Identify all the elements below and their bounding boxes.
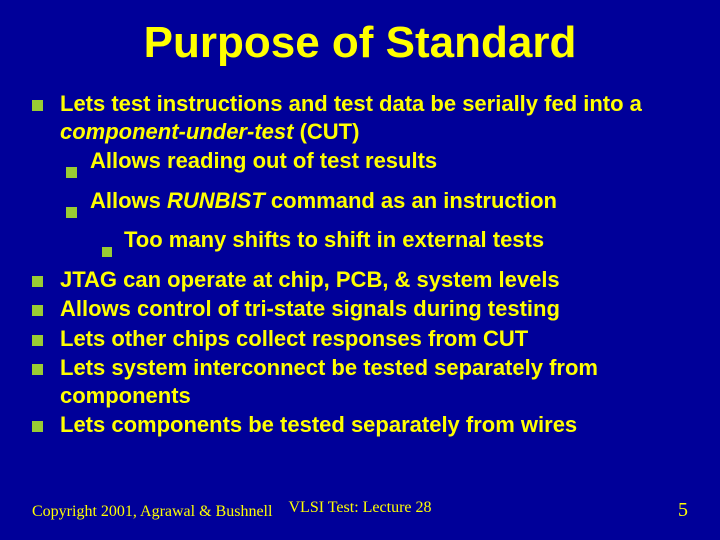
bullet-text: Lets system interconnect be tested separ… bbox=[60, 354, 688, 409]
bullet-text: Lets other chips collect responses from … bbox=[60, 325, 688, 353]
bullet-item: Lets system interconnect be tested separ… bbox=[32, 354, 688, 409]
square-bullet-icon bbox=[66, 197, 80, 225]
bullet-item: Allows reading out of test results bbox=[66, 147, 688, 185]
text-run-italic: component-under-test bbox=[60, 119, 293, 144]
footer: Copyright 2001, Agrawal & Bushnell VLSI … bbox=[32, 499, 688, 522]
square-bullet-icon bbox=[32, 276, 46, 287]
bullet-text: Too many shifts to shift in external tes… bbox=[124, 226, 688, 254]
bullet-item: Lets test instructions and test data be … bbox=[32, 90, 688, 145]
square-bullet-icon bbox=[102, 236, 114, 264]
footer-center: VLSI Test: Lecture 28 bbox=[32, 499, 688, 517]
bullet-text: Lets components be tested separately fro… bbox=[60, 411, 688, 439]
slide-title: Purpose of Standard bbox=[32, 18, 688, 68]
bullet-item: JTAG can operate at chip, PCB, & system … bbox=[32, 266, 688, 294]
text-run: command as an instruction bbox=[265, 188, 557, 213]
square-bullet-icon bbox=[32, 335, 46, 346]
square-bullet-icon bbox=[32, 421, 46, 432]
text-run: (CUT) bbox=[293, 119, 359, 144]
bullet-item: Too many shifts to shift in external tes… bbox=[102, 226, 688, 264]
bullet-text: Lets test instructions and test data be … bbox=[60, 90, 688, 145]
bullet-item: Allows RUNBIST command as an instruction bbox=[66, 187, 688, 225]
bullet-text: Allows reading out of test results bbox=[90, 147, 688, 175]
bullet-text: JTAG can operate at chip, PCB, & system … bbox=[60, 266, 688, 294]
bullet-text: Allows RUNBIST command as an instruction bbox=[90, 187, 688, 215]
text-run: Allows bbox=[90, 188, 167, 213]
bullet-text: Allows control of tri-state signals duri… bbox=[60, 295, 688, 323]
text-run-italic: RUNBIST bbox=[167, 188, 265, 213]
slide: Purpose of Standard Lets test instructio… bbox=[0, 0, 720, 540]
bullet-item: Allows control of tri-state signals duri… bbox=[32, 295, 688, 323]
square-bullet-icon bbox=[66, 157, 80, 185]
bullet-item: Lets components be tested separately fro… bbox=[32, 411, 688, 439]
square-bullet-icon bbox=[32, 100, 46, 111]
slide-content: Lets test instructions and test data be … bbox=[32, 90, 688, 439]
bullet-item: Lets other chips collect responses from … bbox=[32, 325, 688, 353]
square-bullet-icon bbox=[32, 305, 46, 316]
text-run: Lets test instructions and test data be … bbox=[60, 91, 642, 116]
square-bullet-icon bbox=[32, 364, 46, 375]
